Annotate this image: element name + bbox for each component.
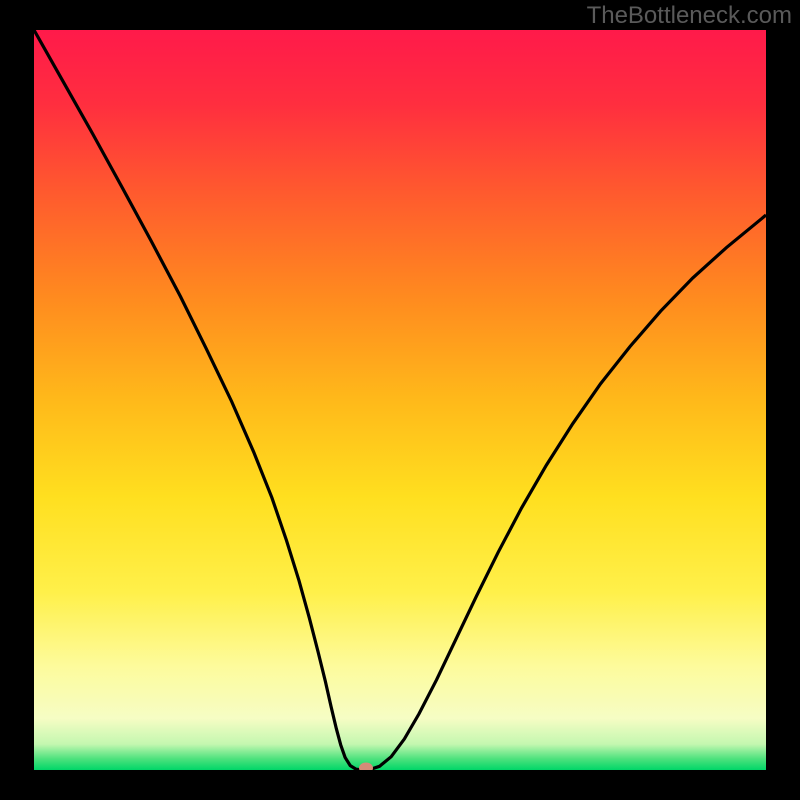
- watermark-text: TheBottleneck.com: [587, 2, 792, 30]
- bottleneck-curve: [34, 30, 766, 770]
- chart-container: TheBottleneck.com: [0, 0, 800, 800]
- plot-area: [34, 30, 766, 770]
- optimum-marker: [359, 762, 373, 770]
